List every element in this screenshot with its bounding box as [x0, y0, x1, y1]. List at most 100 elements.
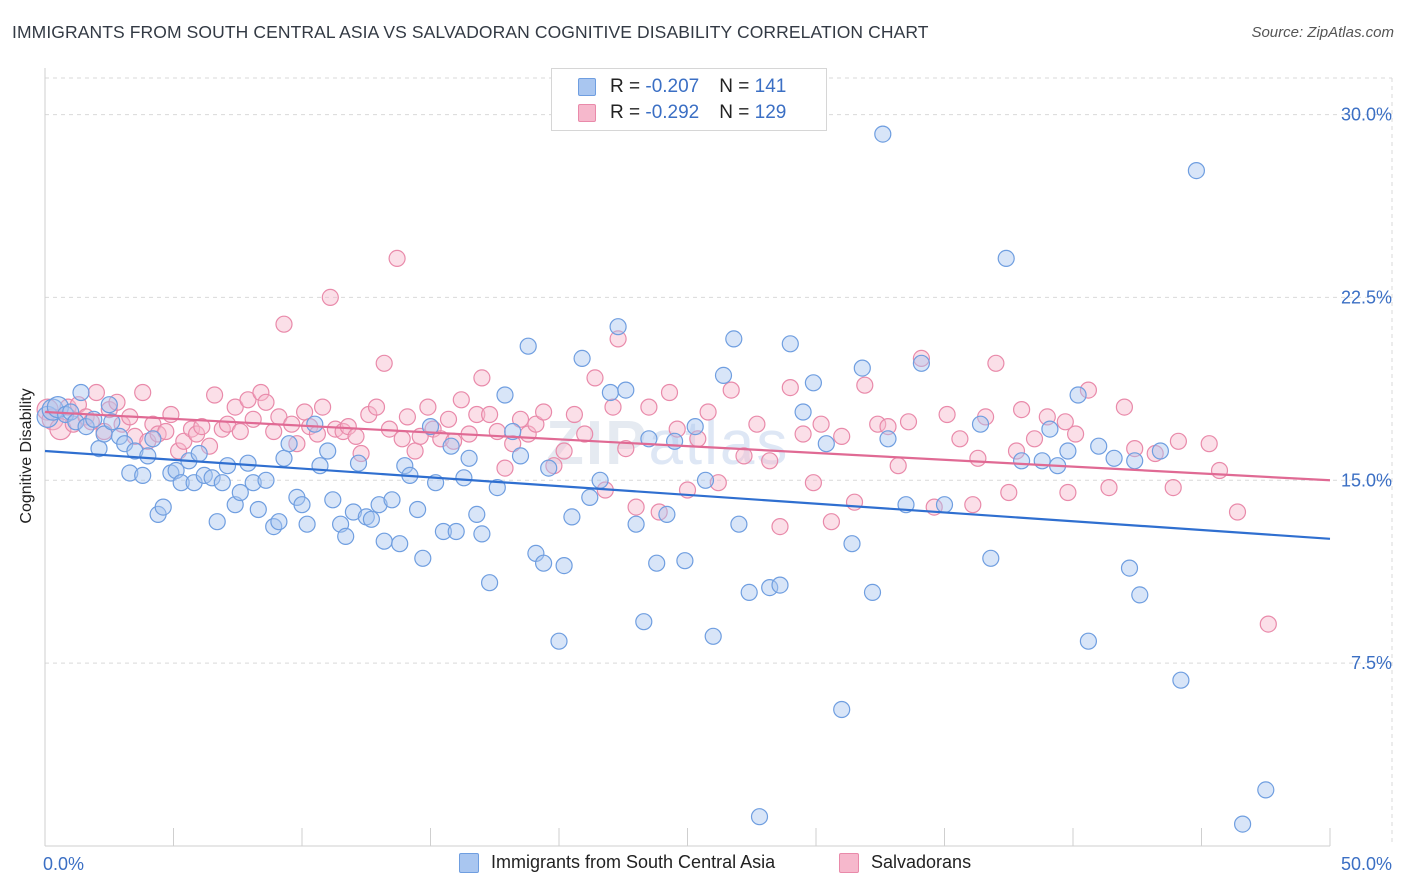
point-salvadoran: [496, 459, 514, 477]
point-south-central-asia: [781, 335, 799, 353]
point-salvadoran: [218, 415, 237, 433]
point-south-central-asia: [213, 474, 231, 492]
point-salvadoran: [511, 410, 530, 428]
point-south-central-asia: [1257, 781, 1275, 799]
point-south-central-asia: [1079, 632, 1098, 650]
point-south-central-asia: [488, 479, 506, 497]
point-salvadoran: [748, 415, 766, 433]
data-points: [36, 125, 1277, 833]
legend-n-value: 141: [754, 76, 787, 97]
point-salvadoran: [1079, 381, 1098, 399]
point-salvadoran: [660, 383, 679, 402]
point-south-central-asia: [298, 515, 316, 533]
point-salvadoran: [1169, 432, 1188, 450]
point-south-central-asia: [293, 496, 311, 514]
point-south-central-asia: [534, 554, 553, 572]
point-salvadoran: [481, 405, 499, 424]
point-south-central-asia: [244, 474, 262, 492]
point-south-central-asia: [1120, 559, 1139, 577]
y-tick-label: 22.5%: [1341, 287, 1392, 307]
point-south-central-asia: [627, 515, 645, 533]
point-salvadoran: [134, 383, 152, 402]
point-south-central-asia: [750, 808, 769, 826]
point-south-central-asia: [550, 632, 568, 650]
point-salvadoran: [206, 386, 224, 404]
point-south-central-asia: [1041, 420, 1059, 438]
point-south-central-asia: [1187, 162, 1206, 180]
point-salvadoran: [244, 410, 262, 428]
point-salvadoran: [1100, 479, 1118, 497]
point-salvadoran: [804, 474, 823, 492]
point-south-central-asia: [714, 366, 733, 384]
point-south-central-asia: [72, 383, 90, 402]
point-south-central-asia: [771, 576, 789, 594]
point-salvadoran: [586, 369, 604, 387]
point-south-central-asia: [208, 513, 226, 531]
point-salvadoran: [812, 415, 830, 433]
point-salvadoran: [617, 440, 635, 458]
point-salvadoran: [1164, 479, 1182, 497]
legend-swatch-blue: [578, 78, 596, 96]
point-salvadoran: [231, 422, 249, 441]
point-south-central-asia: [231, 483, 249, 502]
point-salvadoran: [735, 447, 753, 465]
point-south-central-asia: [434, 522, 452, 541]
point-salvadoran: [347, 427, 365, 445]
point-south-central-asia: [504, 422, 522, 441]
point-south-central-asia: [190, 444, 208, 463]
point-salvadoran: [912, 349, 931, 367]
point-south-central-asia: [609, 318, 627, 336]
point-south-central-asia: [324, 491, 342, 509]
point-south-central-asia: [103, 413, 121, 431]
point-salvadoran: [468, 405, 486, 424]
point-salvadoran: [439, 410, 458, 428]
point-south-central-asia: [519, 337, 537, 355]
point-south-central-asia: [455, 469, 473, 487]
point-salvadoran: [722, 381, 740, 399]
point-south-central-asia: [265, 517, 283, 536]
point-salvadoran: [565, 405, 584, 424]
point-south-central-asia: [473, 525, 491, 543]
point-south-central-asia: [344, 503, 362, 521]
point-south-central-asia: [555, 556, 573, 575]
point-south-central-asia: [306, 415, 324, 433]
point-south-central-asia: [126, 442, 144, 460]
point-south-central-asia: [581, 488, 599, 506]
point-south-central-asia: [696, 471, 715, 489]
series-legend: Immigrants from South Central Asia Salva…: [0, 850, 1406, 878]
point-salvadoran: [1000, 483, 1018, 502]
source-label: Source: ZipAtlas.com: [1251, 24, 1394, 41]
point-salvadoran: [1210, 461, 1229, 480]
legend-r-value: -0.207: [645, 76, 700, 97]
point-south-central-asia: [218, 457, 237, 475]
point-south-central-asia: [270, 513, 288, 531]
point-salvadoran: [627, 498, 645, 516]
point-south-central-asia: [1151, 442, 1170, 460]
trendline-south-central-asia: [44, 449, 1331, 540]
point-south-central-asia: [853, 359, 871, 377]
legend-r-label: R =: [610, 76, 646, 97]
point-salvadoran: [699, 403, 717, 421]
point-salvadoran: [1200, 435, 1218, 453]
point-salvadoran: [257, 393, 275, 411]
point-salvadoran: [175, 432, 193, 450]
point-salvadoran: [1059, 483, 1077, 502]
series-name-pink: Salvadorans: [871, 852, 972, 872]
point-salvadoran: [964, 496, 982, 514]
legend-row-blue: R = -0.207 N = 141: [578, 75, 786, 99]
point-salvadoran: [275, 315, 293, 333]
point-south-central-asia: [982, 549, 1000, 567]
point-south-central-asia: [349, 454, 368, 472]
correlation-legend: R = -0.207 N = 141 R = -0.292 N = 129: [551, 68, 827, 131]
point-south-central-asia: [912, 354, 931, 372]
tick-labels: 7.5% 15.0% 22.5% 30.0% 0.0% 50.0%: [43, 105, 1392, 874]
point-salvadoran: [367, 398, 386, 416]
y-tick-label: 7.5%: [1351, 653, 1392, 673]
point-salvadoran: [1025, 430, 1044, 448]
point-south-central-asia: [121, 464, 139, 482]
point-south-central-asia: [1069, 386, 1087, 404]
point-salvadoran: [314, 398, 332, 416]
point-salvadoran: [869, 415, 887, 433]
point-salvadoran: [1259, 615, 1277, 633]
